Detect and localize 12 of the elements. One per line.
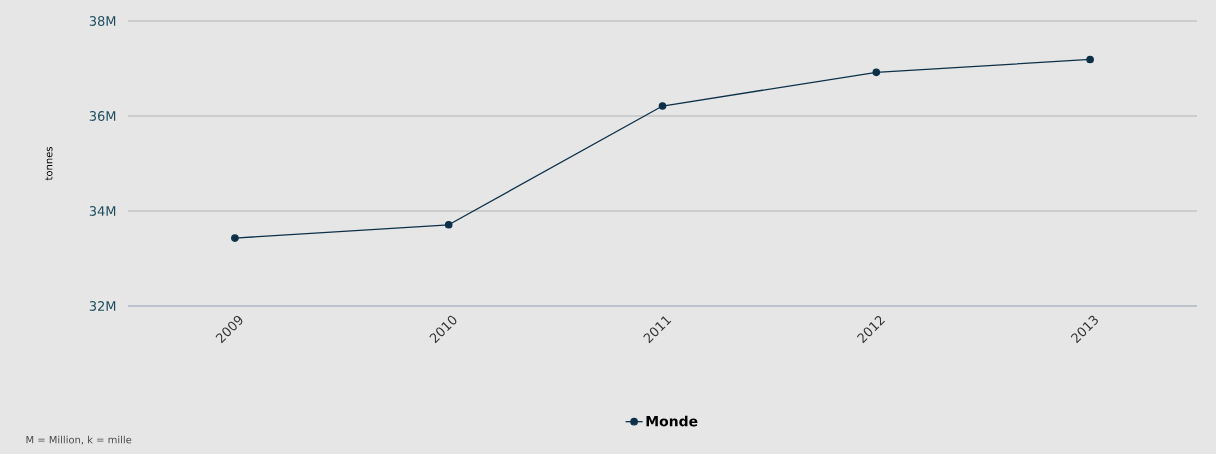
point xyxy=(658,102,667,110)
y-axis-title: tonnes xyxy=(45,147,53,181)
text: M = Million, k = mille xyxy=(26,435,132,445)
point xyxy=(1086,55,1094,64)
point xyxy=(231,234,239,242)
point xyxy=(872,68,881,77)
y-tick-label: 36M xyxy=(89,111,116,121)
y-tick-label: 34M xyxy=(89,206,116,216)
y-tick-label: 32M xyxy=(89,301,116,311)
point xyxy=(444,220,453,229)
legend-label: Monde xyxy=(646,415,698,427)
y-tick-label: 38M xyxy=(89,16,116,26)
